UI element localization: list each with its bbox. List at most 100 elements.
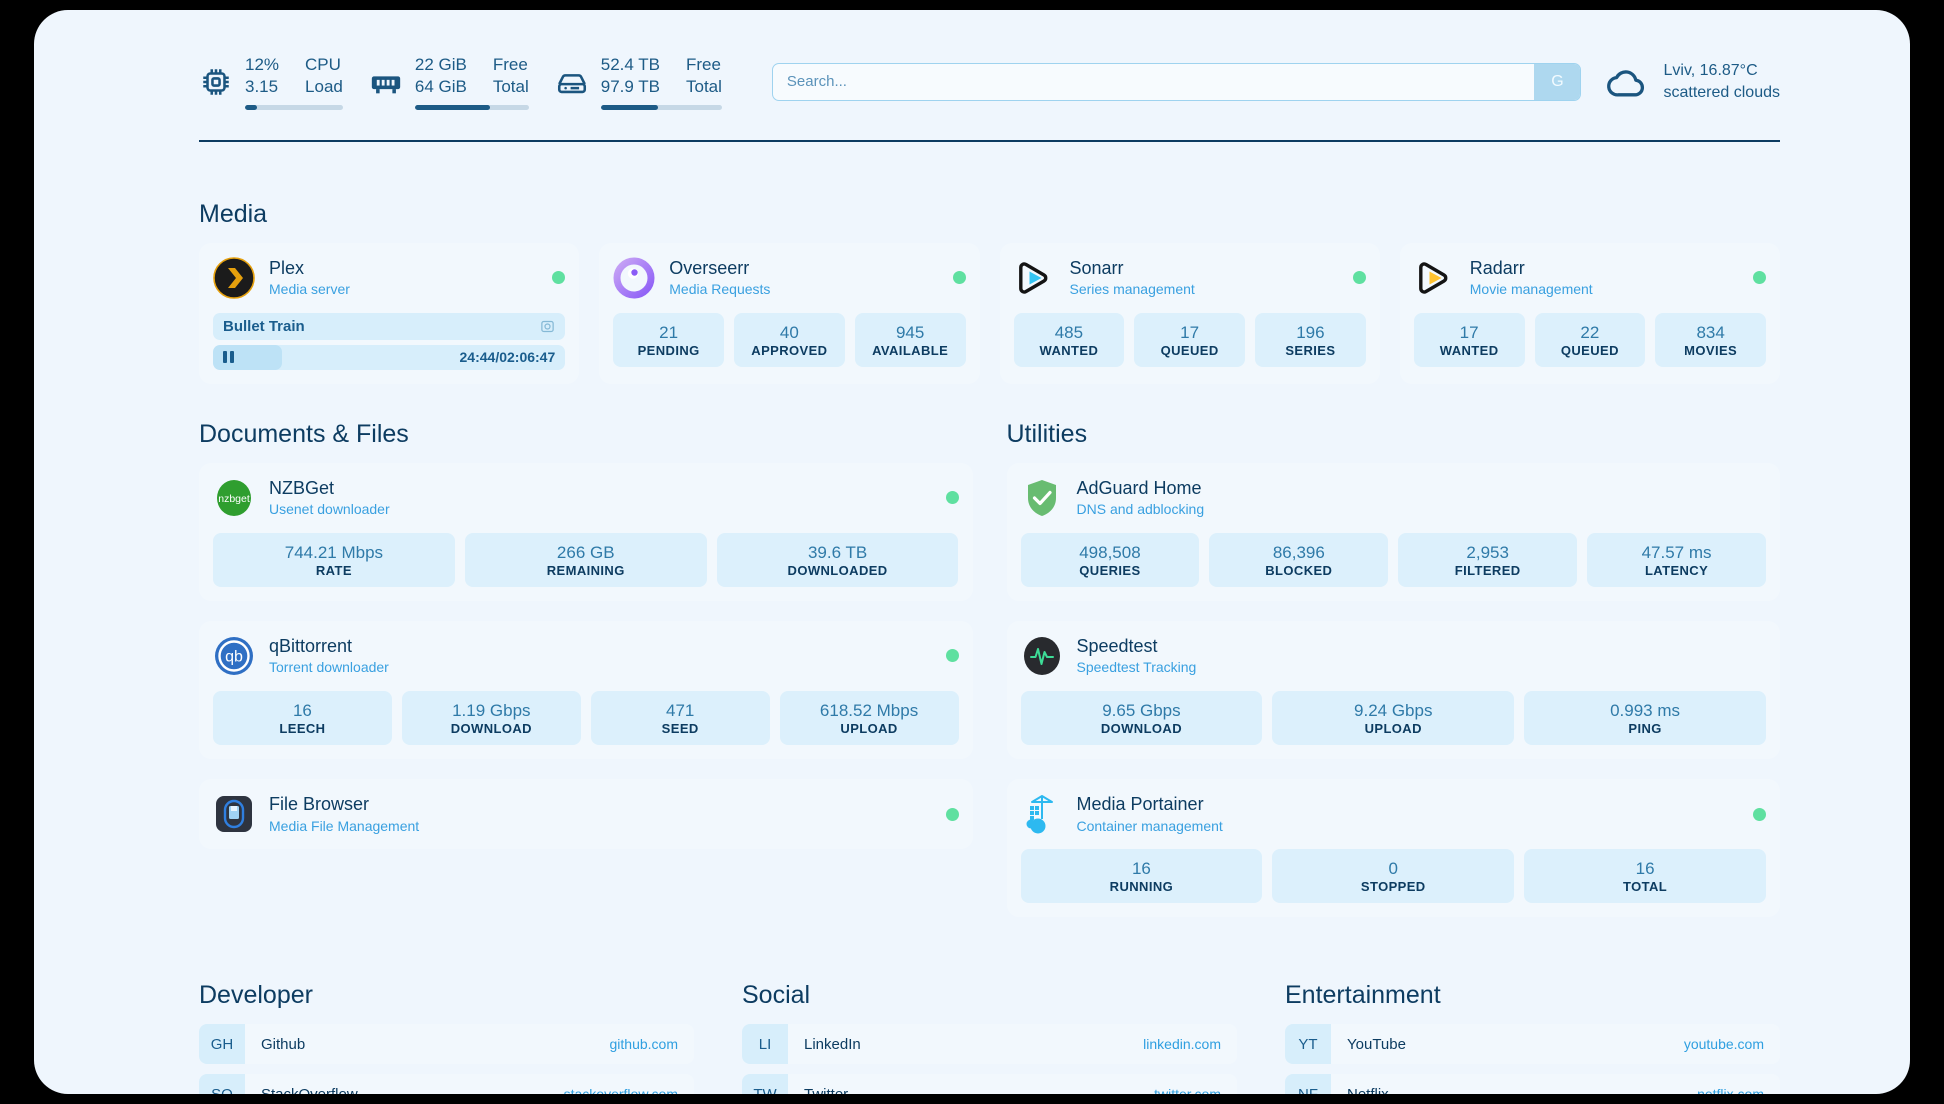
bookmark-abbr: GH [199, 1024, 245, 1065]
overseerr-status-dot [952, 271, 966, 284]
utilities-section: Utilities AdGuard Home [1006, 419, 1780, 918]
disk-total-value: 97.9 TB [600, 76, 660, 96]
file-browser-subtitle: Media File Management [269, 817, 420, 834]
stat-tile: 9.65 Gbps DOWNLOAD [1020, 690, 1263, 745]
nzbget-status-dot [945, 491, 959, 504]
disk-icon [555, 65, 589, 99]
bookmark-group-title: Developer [199, 981, 313, 1010]
stat-tile: 40 APPROVED [734, 312, 845, 367]
media-section: Media Plex Media server [199, 200, 1780, 384]
bookmark-item[interactable]: LI LinkedIn linkedin.com [742, 1024, 1237, 1065]
bookmark-group-entertainment: Entertainment YT YouTube youtube.com NF … [1285, 981, 1780, 1094]
stat-label: APPROVED [751, 342, 828, 358]
utilities-section-title: Utilities [1006, 419, 1088, 448]
cpu-usage-bar [245, 104, 343, 110]
bookmark-name: StackOverflow [245, 1074, 358, 1094]
stat-value: 16 [1635, 859, 1655, 878]
media-section-title: Media [199, 199, 268, 228]
overseerr-logo-icon [613, 257, 655, 299]
bookmark-name: Netflix [1331, 1074, 1389, 1094]
service-card-speedtest[interactable]: Speedtest Speedtest Tracking 9.65 Gbps D… [1006, 620, 1780, 759]
stat-tile: 1.19 Gbps DOWNLOAD [401, 690, 581, 745]
stat-label: DOWNLOAD [1100, 721, 1182, 736]
stat-tile: 9.24 Gbps UPLOAD [1272, 690, 1515, 745]
search-bar[interactable]: G [771, 62, 1582, 101]
stat-value: 21 [659, 322, 679, 342]
service-card-nzbget[interactable]: nzbget NZBGet Usenet downloader 74 [199, 462, 973, 601]
resource-widget-memory: 22 GiB 64 GiB Free Total [369, 54, 529, 110]
documents-section-title: Documents & Files [199, 419, 409, 448]
bookmark-item[interactable]: TW Twitter twitter.com [742, 1074, 1237, 1094]
bookmark-abbr: NF [1285, 1074, 1331, 1094]
stat-label: QUEUED [1160, 342, 1219, 358]
service-card-file-browser[interactable]: File Browser Media File Management [199, 779, 973, 849]
stat-label: QUEUED [1560, 342, 1619, 358]
cpu-load-label: Load [305, 76, 343, 96]
stat-value: 16 [292, 700, 312, 720]
service-card-plex[interactable]: Plex Media server Bullet Train [199, 242, 580, 384]
adguard-title: AdGuard Home [1076, 477, 1202, 498]
stat-value: 1.19 Gbps [452, 700, 531, 720]
now-playing-separator: / [495, 349, 500, 365]
bookmark-name: YouTube [1347, 1035, 1406, 1053]
bookmark-abbr: TW [742, 1074, 788, 1094]
bookmark-group-title: Social [742, 981, 811, 1010]
sonarr-logo-icon [1014, 257, 1056, 299]
memory-usage-bar-fill [414, 104, 491, 110]
stat-tile: 86,396 BLOCKED [1209, 532, 1389, 587]
cpu-icon [199, 65, 233, 99]
bookmark-url: stackoverflow.com [564, 1074, 694, 1094]
stat-label: STOPPED [1360, 879, 1426, 895]
service-card-qbittorrent[interactable]: qb qBittorrent Torrent downloader [199, 620, 973, 759]
documents-section: Documents & Files nzbget [199, 420, 973, 918]
stat-tile: 618.52 Mbps UPLOAD [779, 690, 959, 745]
now-playing-total: 02:06:47 [499, 349, 556, 365]
stat-tile: 16 RUNNING [1020, 849, 1263, 904]
nzbget-title: NZBGet [269, 477, 335, 498]
bookmark-item[interactable]: SO StackOverflow stackoverflow.com [199, 1074, 694, 1094]
resource-widget-disk: 52.4 TB 97.9 TB Free Total [555, 54, 722, 110]
qbittorrent-subtitle: Torrent downloader [269, 659, 389, 676]
now-playing-elapsed: 24:44 [459, 349, 496, 365]
stat-value: 40 [779, 322, 799, 342]
stat-label: REMAINING [546, 562, 625, 578]
stat-label: LEECH [279, 721, 326, 736]
pause-icon[interactable] [223, 351, 234, 363]
bookmark-item[interactable]: GH Github github.com [199, 1024, 694, 1065]
stat-tile: 17 WANTED [1413, 312, 1525, 367]
stat-tile: 39.6 TB DOWNLOADED [716, 532, 959, 587]
cpu-usage-label: CPU [305, 55, 341, 74]
bookmark-item[interactable]: YT YouTube youtube.com [1285, 1024, 1780, 1065]
service-card-media-portainer[interactable]: Media Portainer Container management 16 … [1006, 779, 1780, 918]
stat-value: 2,953 [1466, 542, 1509, 562]
bookmark-url: youtube.com [1683, 1036, 1764, 1053]
sonarr-status-dot [1352, 271, 1366, 284]
stat-tile: 834 MOVIES [1655, 312, 1766, 367]
plex-subtitle: Media server [269, 281, 350, 298]
stat-label: RUNNING [1109, 879, 1174, 895]
plex-logo-icon [213, 256, 255, 299]
service-card-sonarr[interactable]: Sonarr Series management 485 WANTED 17 Q… [999, 242, 1380, 384]
stat-tile: 2,953 FILTERED [1398, 532, 1578, 587]
stat-value: 16 [1131, 859, 1151, 878]
portainer-logo-icon [1021, 793, 1063, 835]
plex-title: Plex [269, 257, 305, 278]
service-card-radarr[interactable]: Radarr Movie management 17 WANTED 22 QUE… [1399, 242, 1780, 384]
adguard-subtitle: DNS and adblocking [1076, 501, 1205, 518]
stat-value: 17 [1459, 322, 1479, 342]
bookmark-item[interactable]: NF Netflix netflix.com [1285, 1074, 1780, 1094]
cast-icon[interactable] [540, 319, 555, 334]
stat-value: 196 [1296, 322, 1325, 342]
now-playing-progress[interactable]: 24:44/02:06:47 [213, 344, 566, 370]
search-input[interactable] [772, 63, 1535, 100]
stat-label: AVAILABLE [872, 342, 949, 358]
radarr-logo-icon [1414, 257, 1456, 299]
stat-tile: 498,508 QUERIES [1020, 532, 1200, 587]
service-card-overseerr[interactable]: Overseerr Media Requests 21 PENDING 40 A… [599, 242, 980, 384]
stat-tile: 0 STOPPED [1272, 849, 1515, 904]
search-submit-button[interactable]: G [1534, 63, 1581, 100]
service-card-adguard-home[interactable]: AdGuard Home DNS and adblocking 498,508 … [1006, 462, 1780, 601]
qbittorrent-logo-icon: qb [213, 635, 255, 677]
qbittorrent-title: qBittorrent [269, 635, 353, 656]
bookmark-abbr: SO [199, 1074, 245, 1094]
